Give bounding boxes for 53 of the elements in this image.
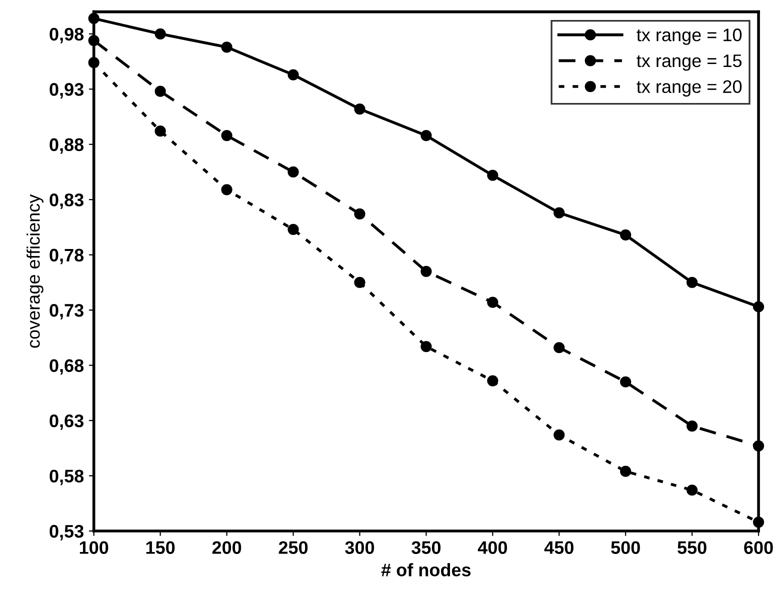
point	[354, 208, 366, 220]
point	[221, 130, 232, 142]
point	[420, 266, 432, 277]
point	[554, 342, 565, 354]
point	[487, 296, 498, 308]
point	[686, 484, 698, 496]
x-tick-label: 200	[212, 541, 242, 554]
point	[554, 429, 565, 440]
x-tick-label: 250	[278, 541, 308, 554]
point	[154, 126, 166, 137]
point	[554, 207, 565, 218]
x-tick-label: 550	[678, 541, 706, 554]
point	[288, 224, 299, 235]
y-tick-label: 0,58	[50, 470, 84, 486]
x-axis-title: # of nodes	[381, 563, 471, 576]
point	[487, 375, 498, 386]
y-tick-label: 0,63	[50, 414, 84, 430]
point	[620, 466, 632, 477]
x-tick-label: 500	[611, 541, 640, 554]
y-tick-label: 0,68	[50, 359, 84, 375]
y-tick-label: 0,93	[50, 83, 84, 98]
point	[354, 103, 366, 115]
x-tick-label: 350	[412, 541, 441, 554]
x-tick-label: 150	[146, 541, 175, 554]
x-tick-label: 450	[544, 541, 574, 554]
y-tick-label: 0,73	[50, 304, 84, 320]
y-tick-label: 0,78	[50, 248, 84, 264]
x-tick-label: 400	[478, 541, 507, 554]
point	[620, 229, 632, 240]
x-tick-label: 300	[345, 541, 374, 554]
point	[288, 166, 299, 178]
x-tick-label: 100	[80, 541, 108, 554]
legend-label: tx range = 15	[636, 54, 742, 71]
point	[354, 276, 366, 288]
point	[620, 376, 632, 388]
point	[154, 86, 166, 97]
y-axis-title: coverage efficiency	[26, 194, 44, 348]
point	[686, 276, 698, 288]
point	[487, 170, 498, 181]
point	[221, 184, 232, 196]
y-tick-label: 0,83	[50, 194, 84, 209]
y-tick-label: 0,53	[50, 524, 84, 540]
point	[686, 420, 698, 432]
x-tick-label: 600	[744, 541, 773, 554]
legend-label: tx range = 10	[636, 28, 742, 45]
y-tick-label: 0,88	[50, 138, 84, 154]
point	[221, 42, 232, 53]
point	[154, 28, 166, 40]
y-tick-label: 0,98	[50, 28, 84, 44]
legend-label: tx range = 20	[636, 80, 742, 97]
point	[420, 130, 432, 142]
point	[420, 340, 432, 352]
point	[288, 69, 299, 80]
